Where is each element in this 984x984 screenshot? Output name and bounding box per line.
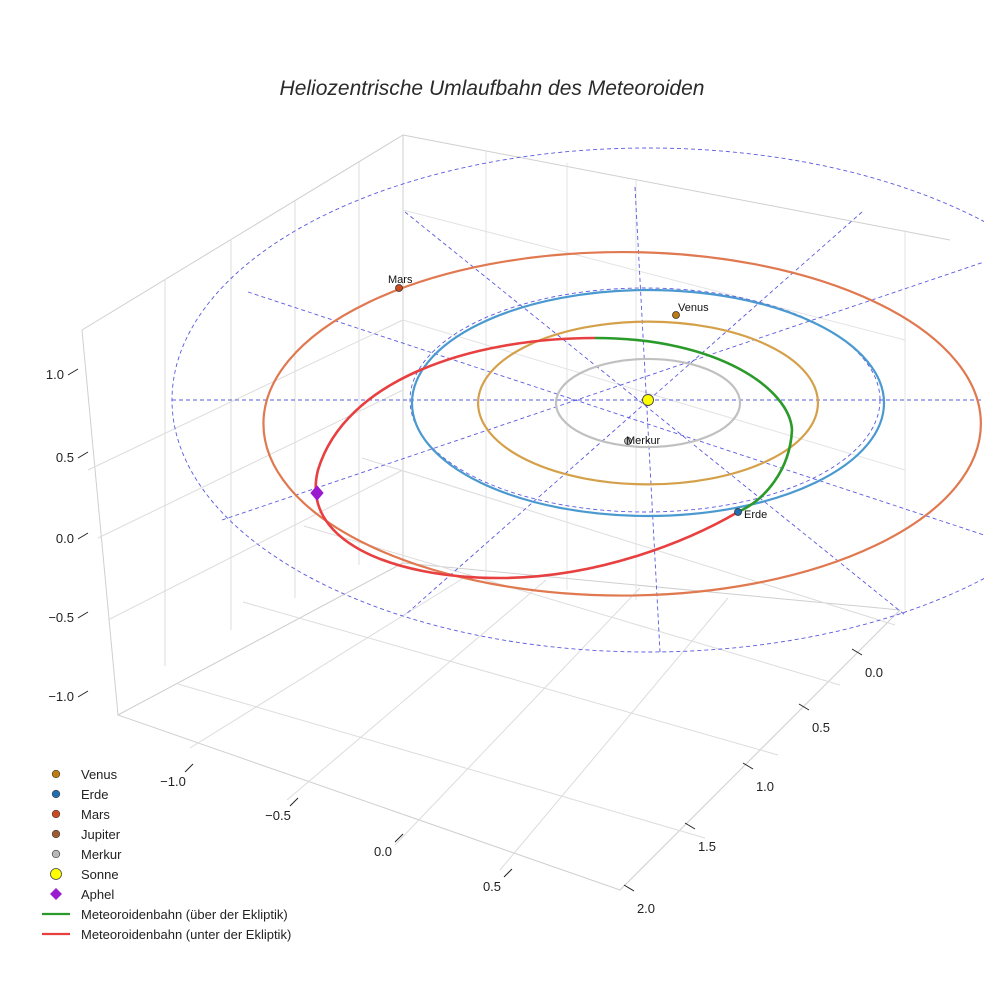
legend-label: Meteoroidenbahn (unter der Ekliptik) <box>81 927 291 942</box>
chart-title: Heliozentrische Umlaufbahn des Meteoroid… <box>280 77 705 100</box>
meteoroid-orbit <box>314 336 794 580</box>
z-tick-mark <box>77 451 89 459</box>
planet-label-mars: Mars <box>388 274 413 286</box>
orbit-erde <box>410 288 886 518</box>
z-tick-mark <box>77 532 89 540</box>
z-tick-mark <box>77 690 89 698</box>
grid-line <box>87 319 404 471</box>
x-tick-mark <box>289 797 299 807</box>
y-tick-mark <box>798 703 810 711</box>
grid-line <box>303 525 841 686</box>
legend-swatch <box>51 829 61 839</box>
x-tick-label: 0.5 <box>483 879 501 894</box>
x-tick-label: −1.0 <box>160 774 186 789</box>
grid-line <box>177 683 706 839</box>
legend-label: Merkur <box>81 847 122 862</box>
legend-label: Jupiter <box>81 827 121 842</box>
z-tick-label: 0.5 <box>56 450 74 465</box>
axis-panes <box>81 134 951 891</box>
z-tick-label: −0.5 <box>48 610 74 625</box>
ecliptic-spoke <box>634 186 661 653</box>
y-tick-label: 0.5 <box>812 720 830 735</box>
aphel-marker <box>310 485 324 501</box>
legend-label: Venus <box>81 767 118 782</box>
ecliptic-spoke <box>404 211 863 616</box>
y-tick-label: 0.0 <box>865 665 883 680</box>
legend-label: Mars <box>81 807 110 822</box>
orbit-merkur <box>554 357 742 449</box>
orbit-mars <box>262 250 982 597</box>
y-tick-label: 1.0 <box>756 779 774 794</box>
legend-swatch <box>51 789 61 799</box>
planet-label-merkur: Merkur <box>626 435 661 447</box>
legend-label: Aphel <box>81 887 114 902</box>
z-tick-label: −1.0 <box>48 689 74 704</box>
x-tick-mark <box>503 868 513 878</box>
orbit-venus <box>476 320 820 486</box>
planet-markers: Venus Erde Mars Merkur <box>310 274 767 521</box>
ecliptic-spoke <box>404 211 906 616</box>
y-tick-mark <box>684 822 696 830</box>
grid-line <box>242 601 779 756</box>
x-tick-label: 0.0 <box>374 844 392 859</box>
legend: Venus Erde Mars Jupiter Merkur Sonne Aphel Mete… <box>42 767 291 942</box>
y-tick-label: 1.5 <box>698 839 716 854</box>
meteoroid-orbit-above <box>594 336 794 514</box>
y-tick-mark <box>623 884 635 892</box>
legend-swatch <box>51 849 61 859</box>
grid-line <box>402 209 906 341</box>
planet-label-erde: Erde <box>744 509 767 521</box>
legend-label: Erde <box>81 787 108 802</box>
legend-swatch <box>50 868 62 880</box>
y-tick-mark <box>851 648 863 656</box>
ecliptic-grid <box>171 147 984 653</box>
meteoroid-orbit-below <box>314 336 739 580</box>
planet-marker-mars <box>395 284 403 292</box>
y-tick-mark <box>742 762 754 770</box>
planet-marker-venus <box>672 311 680 319</box>
ecliptic-spoke <box>247 291 984 536</box>
grid-line <box>402 319 906 471</box>
grid-line <box>286 579 547 801</box>
planet-label-venus: Venus <box>678 302 709 314</box>
x-tick-label: −0.5 <box>265 808 291 823</box>
x-tick-mark <box>394 833 404 843</box>
grid-line <box>107 469 404 621</box>
legend-label: Sonne <box>81 867 119 882</box>
back-top-edge <box>402 134 951 241</box>
grid-line <box>394 587 641 846</box>
z-tick-mark <box>67 368 79 376</box>
planet-orbits <box>262 250 982 597</box>
z-tick-mark <box>77 611 89 619</box>
z-tick-label: 0.0 <box>56 531 74 546</box>
legend-swatch <box>50 888 62 900</box>
x-tick-mark <box>184 763 194 773</box>
legend-swatch <box>51 809 61 819</box>
planet-marker-merkur <box>624 437 632 445</box>
grid-line <box>361 457 896 626</box>
legend-label: Meteoroidenbahn (über der Ekliptik) <box>81 907 288 922</box>
y-tick-label: 2.0 <box>637 901 655 916</box>
grid-line <box>499 597 729 871</box>
sun-marker <box>642 394 654 406</box>
ecliptic-spoke <box>221 261 984 521</box>
planet-marker-erde <box>734 508 742 516</box>
axis-ticks: −1.0 −0.5 0.0 0.5 1.0 −1.0 −0.5 0.0 0.5 0.0 0.5 1.0… <box>46 367 883 916</box>
grid-line <box>189 573 471 749</box>
legend-swatch <box>51 769 61 779</box>
z-tick-label: 1.0 <box>46 367 64 382</box>
